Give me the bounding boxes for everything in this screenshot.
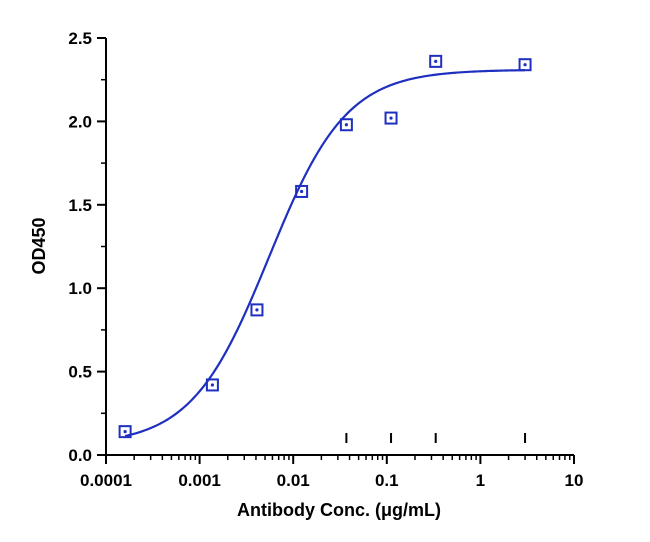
axis-labels-layer: Antibody Conc. (μg/mL) OD450 [29,217,441,520]
y-tick-label: 0.0 [68,446,92,465]
data-point-dot [210,383,214,387]
y-axis-title: OD450 [29,217,49,274]
data-point-square [518,58,532,72]
y-tick-label: 2.5 [68,29,92,48]
x-tick-label: 10 [565,471,584,490]
data-point [250,303,264,317]
axes: 0.0001 0.001 0.01 0.1 1 10 0.0 0.5 1.0 1.5 2.0 2.5 [68,29,583,490]
data-point [339,118,353,132]
data-point [518,58,532,72]
x-axis-title: Antibody Conc. (μg/mL) [237,500,441,520]
y-tick-label: 1.5 [68,196,92,215]
fit-curve-layer [124,69,526,438]
x-tick-label: 0.001 [178,471,221,490]
fit-curve [124,69,526,438]
data-point-dot [123,430,127,434]
data-point-square [118,425,132,439]
data-point [429,54,443,68]
y-tick-label: 0.5 [68,363,92,382]
y-tick-label: 2.0 [68,112,92,131]
data-point-dot [434,59,438,63]
data-point [295,184,309,198]
x-tick-label: 0.0001 [80,471,132,490]
data-point [205,378,219,392]
data-point-square [295,184,309,198]
data-points-layer [118,54,532,439]
y-tick-label: 1.0 [68,279,92,298]
data-point-dot [300,189,304,194]
data-point [384,111,398,125]
x-tick-label: 0.1 [375,471,399,490]
data-point-square [429,54,443,68]
data-point-square [339,118,353,132]
data-point-dot [255,308,259,312]
x-tick-label: 1 [476,471,485,490]
data-point-square [384,111,398,125]
data-point-square [250,303,264,317]
data-point-dot [344,123,348,127]
data-point [118,425,132,439]
data-point-square [205,378,219,392]
x-tick-label: 0.01 [277,471,310,490]
data-point-dot [389,116,393,120]
data-point-dot [523,63,527,67]
